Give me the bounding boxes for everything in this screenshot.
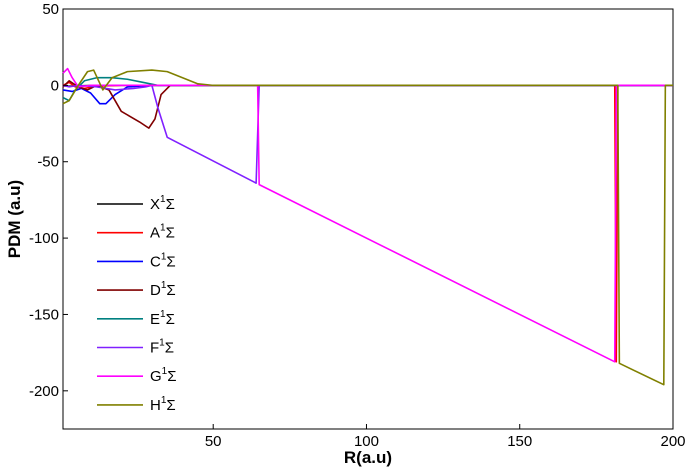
x-axis-title: R(a.u) <box>344 448 392 467</box>
y-tick-label-50: 50 <box>42 1 59 18</box>
legend-label-h: H1Σ <box>150 395 176 414</box>
y-tick-label--50: -50 <box>37 154 59 171</box>
series-line-h <box>62 69 673 386</box>
series-line-d <box>62 79 673 129</box>
axes: 50 100 150 200 50 0 -50 -100 -150 -200 <box>29 1 685 450</box>
y-tick-label--200: -200 <box>29 383 59 400</box>
x-tick-label-100: 100 <box>354 433 379 450</box>
series-curves <box>62 67 673 386</box>
legend-label-g: G1Σ <box>150 366 177 385</box>
y-axis-title: PDM (a.u) <box>5 180 24 258</box>
legend-label-a: A1Σ <box>150 223 175 242</box>
y-tick-label--100: -100 <box>29 230 59 247</box>
legend-label-c: C1Σ <box>150 251 176 270</box>
legend-label-e: E1Σ <box>150 309 175 328</box>
x-tick-label-150: 150 <box>507 433 532 450</box>
legend-label-x: X1Σ <box>150 194 175 213</box>
legend: X1Σ A1Σ C1Σ D1Σ E1Σ F1Σ G1Σ H1Σ <box>97 194 177 414</box>
x-tick-label-50: 50 <box>205 433 222 450</box>
y-tick-label-0: 0 <box>51 77 59 94</box>
legend-label-d: D1Σ <box>150 280 176 299</box>
plot-frame <box>62 8 674 430</box>
y-tick-label--150: -150 <box>29 306 59 323</box>
series-line-g <box>62 67 673 363</box>
series-line-f <box>62 84 673 184</box>
x-tick-label-200: 200 <box>660 433 685 450</box>
legend-label-f: F1Σ <box>150 338 174 357</box>
